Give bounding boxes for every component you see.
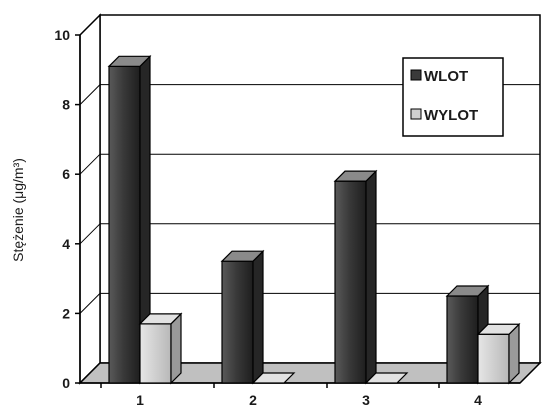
bar-wlot-2 <box>220 249 265 385</box>
y-tick-label: 2 <box>62 305 70 321</box>
gridline-side <box>79 293 101 314</box>
bar-front <box>108 65 141 384</box>
gridline-side <box>79 223 101 245</box>
x-tick-label: 3 <box>362 392 370 408</box>
side-wall <box>79 13 101 385</box>
y-tick-label: 10 <box>54 27 70 43</box>
bar-wylot-4 <box>476 322 521 385</box>
bar-top <box>220 250 265 262</box>
x-tick-label: 4 <box>474 392 482 408</box>
gridline-side <box>79 84 101 105</box>
bar-front <box>334 180 367 384</box>
bar-top <box>138 313 183 325</box>
gridline-side <box>79 153 101 175</box>
bar-top <box>364 372 409 384</box>
x-tick-label: 1 <box>136 392 144 408</box>
x-tick-label: 2 <box>249 392 257 408</box>
legend-swatch-wylot <box>410 108 422 120</box>
bar-wylot-3 <box>364 372 409 384</box>
bar-side <box>252 249 264 385</box>
bar-top <box>107 55 152 67</box>
bar-front <box>221 260 254 384</box>
bar-front <box>139 323 172 384</box>
bar-wlot-1 <box>107 54 152 385</box>
legend-label-wylot: WYLOT <box>424 107 478 124</box>
bar-side <box>365 169 377 385</box>
y-tick-label: 4 <box>62 236 70 252</box>
legend-label-wlot: WLOT <box>424 68 468 85</box>
y-axis-label: Stężenie (μg/m³) <box>10 158 26 262</box>
bar-front <box>446 295 479 384</box>
legend-swatch-wlot <box>410 69 422 81</box>
y-tick-label: 0 <box>62 375 70 391</box>
bar-top <box>333 170 378 182</box>
bar-side <box>170 312 182 385</box>
y-tick-label: 6 <box>62 166 70 182</box>
bar-wylot-1 <box>138 312 183 385</box>
legend: WLOT WYLOT <box>402 57 504 137</box>
bar-top <box>445 285 490 297</box>
bar-top <box>251 372 296 384</box>
y-tick-label: 8 <box>62 97 70 113</box>
bar-front <box>477 333 510 384</box>
bar-wlot-3 <box>333 169 378 385</box>
bar-top <box>476 323 521 335</box>
gridline-side <box>79 14 101 36</box>
bar-wylot-2 <box>251 372 296 384</box>
